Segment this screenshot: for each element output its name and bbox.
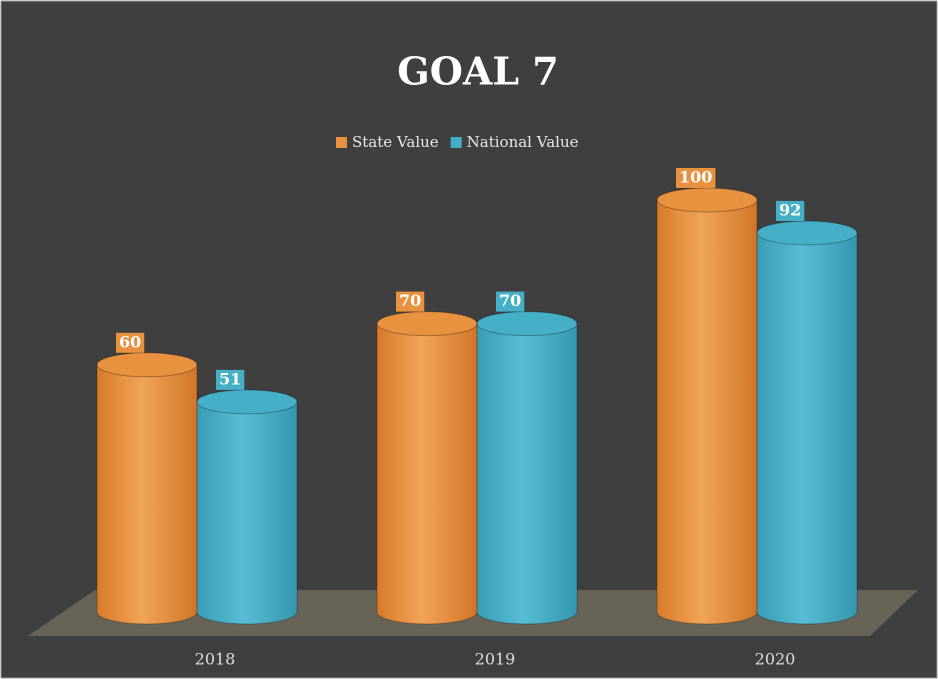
x-tick-label: 2020 [755, 650, 796, 669]
data-label: 60 [119, 332, 141, 351]
x-tick-label: 2018 [195, 650, 236, 669]
bar [476, 323, 578, 625]
legend-label: National Value [467, 133, 579, 151]
legend-swatch [336, 137, 347, 148]
bar [196, 401, 298, 625]
data-label-box [116, 332, 145, 353]
bar [656, 199, 758, 625]
bar [376, 323, 478, 625]
data-label-box [496, 291, 525, 312]
data-label-box [676, 168, 716, 188]
bar-top [756, 220, 858, 246]
bar [96, 364, 198, 625]
data-label: 100 [679, 168, 712, 187]
bar [756, 232, 858, 625]
bar-top [476, 311, 578, 337]
legend-label: State Value [352, 133, 439, 151]
bar-top [96, 352, 198, 378]
data-label-box [776, 200, 805, 221]
bar-top [656, 187, 758, 213]
chart-title: GOAL 7 [397, 49, 558, 94]
data-label: 92 [779, 200, 801, 219]
data-label-box [216, 369, 245, 390]
x-tick-label: 2019 [475, 650, 516, 669]
bar-top [196, 389, 298, 415]
bars: 60 70 100 51 70 92 [96, 168, 858, 625]
legend-swatch [450, 137, 462, 148]
bar-top [376, 311, 478, 337]
data-label: 70 [499, 291, 521, 310]
data-label: 70 [399, 291, 421, 310]
data-label-box [396, 291, 425, 312]
data-label: 51 [219, 369, 241, 388]
